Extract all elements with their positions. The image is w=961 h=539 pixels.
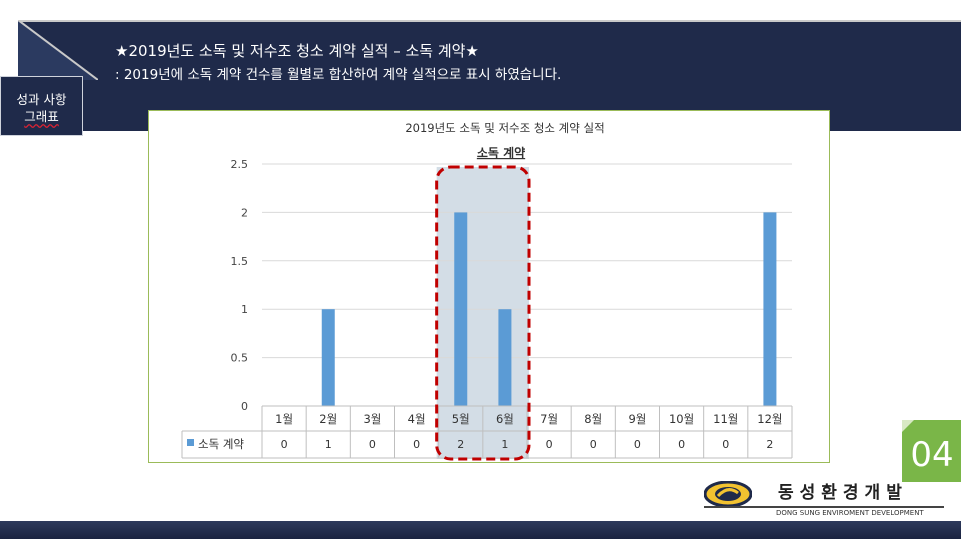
side-tab[interactable]: 성과 사항 그래표: [0, 76, 83, 136]
x-tick-label: 4월: [408, 412, 426, 426]
y-tick-label: 2: [241, 206, 248, 219]
bar-5월: [454, 212, 468, 406]
data-table-value: 0: [546, 438, 553, 451]
bar-chart: 0 0.5 1 1.5 2 2.5 1월 0 2월 1 3월 0 4월 0 5월 2 6월 1 7월 0 8월 0 9월 0…: [181, 121, 793, 461]
y-tick-label: 1: [241, 303, 248, 316]
chart-title: 2019년도 소독 및 저수조 청소 계약 실적: [405, 121, 604, 135]
chart-subtitle: 소독 계약: [477, 145, 525, 160]
data-table-value: 2: [457, 438, 464, 451]
header-title: ★2019년도 소독 및 저수조 청소 계약 실적 – 소독 계약★: [115, 42, 479, 60]
x-tick-label: 11월: [713, 412, 738, 426]
x-tick-label: 5월: [452, 412, 470, 426]
x-tick-label: 8월: [584, 412, 602, 426]
company-subtitle: DONG SUNG ENVIROMENT DEVELOPMENT: [776, 509, 924, 517]
data-table-value: 2: [766, 438, 773, 451]
highlight-region-border: [435, 165, 531, 461]
data-table-value: 0: [369, 438, 376, 451]
company-name: 동성환경개발: [778, 483, 908, 503]
x-tick-label: 6월: [496, 412, 514, 426]
side-tab-line1: 성과 사항: [16, 92, 67, 107]
header-subtitle: : 2019년에 소독 계약 건수를 월별로 합산하여 계약 실적으로 표시 하…: [115, 67, 562, 83]
data-table-value: 0: [678, 438, 685, 451]
data-table-value: 0: [281, 438, 288, 451]
data-table-value: 0: [413, 438, 420, 451]
logo-divider: [704, 506, 944, 508]
bar-6월: [498, 309, 512, 406]
legend-swatch: [187, 439, 194, 446]
y-tick-label: 2.5: [231, 158, 249, 171]
company-logo-emblem: [704, 481, 752, 507]
legend-series-name: 소독 계약: [198, 437, 244, 451]
bar-12월: [763, 212, 777, 406]
bar-2월: [321, 309, 335, 406]
x-tick-label: 10월: [669, 412, 694, 426]
header-fold-decoration: [18, 20, 98, 80]
x-tick-label: 1월: [275, 412, 293, 426]
footer-bar: [0, 521, 961, 539]
x-tick-label: 12월: [757, 412, 782, 426]
x-tick-label: 3월: [363, 412, 381, 426]
y-tick-label: 1.5: [231, 255, 249, 268]
page-badge-shade: [902, 420, 914, 432]
data-table-value: 0: [722, 438, 729, 451]
y-tick-label: 0.5: [231, 352, 249, 365]
x-tick-label: 2월: [319, 412, 337, 426]
x-tick-label: 7월: [540, 412, 558, 426]
page-number: 04: [910, 435, 954, 475]
side-tab-line2: 그래표: [24, 109, 59, 124]
data-table-value: 1: [501, 438, 508, 451]
y-tick-label: 0: [241, 400, 248, 413]
data-table-value: 0: [590, 438, 597, 451]
data-table-value: 1: [325, 438, 332, 451]
x-tick-label: 9월: [628, 412, 646, 426]
data-table-value: 0: [634, 438, 641, 451]
